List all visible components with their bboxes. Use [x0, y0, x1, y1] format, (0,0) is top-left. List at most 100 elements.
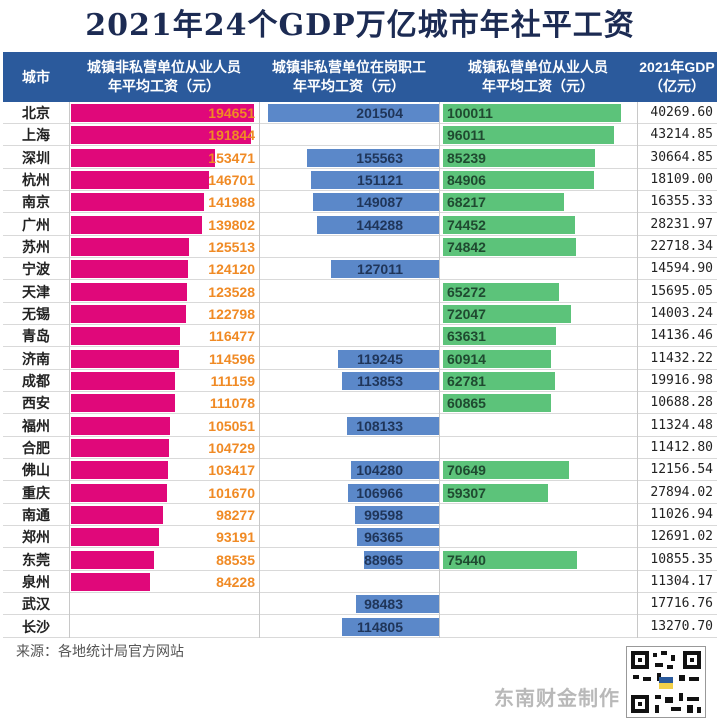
table-row: 泉州 84228 11304.17: [3, 571, 717, 593]
gdp-value: 15695.05: [650, 283, 713, 299]
column-divider: [69, 102, 70, 638]
value-nonprivate-employee: 101670: [208, 484, 255, 501]
value-nonprivate-onpost: 108133: [356, 417, 403, 434]
bar-nonprivate-onpost: [307, 148, 439, 167]
value-private-employee: 96011: [447, 127, 486, 144]
table-row: 郑州 93191 96365 12691.02: [3, 526, 717, 549]
table-row: 重庆 101670 106966 59307 27894.02: [3, 482, 717, 504]
bar-private-employee: [443, 215, 576, 234]
value-private-employee: 60865: [447, 395, 486, 412]
bar-nonprivate-employee: [71, 126, 252, 145]
gdp-value: 11432.22: [650, 350, 713, 366]
bar-nonprivate-employee: [71, 483, 167, 502]
gdp-value: 14003.24: [650, 305, 713, 321]
bar-nonprivate-employee: [71, 282, 188, 301]
city-label: 苏州: [22, 238, 50, 255]
city-label: 西安: [22, 395, 50, 412]
value-nonprivate-employee: 124120: [208, 261, 255, 278]
value-nonprivate-employee: 146701: [208, 171, 255, 188]
table-row: 南京 141988 149087 68217 16355.33: [3, 191, 717, 214]
bar-nonprivate-onpost: [348, 483, 439, 502]
bar-private-employee: [443, 394, 552, 413]
city-label: 济南: [22, 350, 50, 367]
value-nonprivate-employee: 98277: [216, 506, 255, 523]
chart-title: 2021年24个GDP万亿城市年社平工资: [85, 8, 635, 43]
bar-nonprivate-onpost: [363, 550, 439, 569]
value-private-employee: 65272: [447, 283, 486, 300]
bar-nonprivate-onpost: [331, 260, 439, 279]
value-private-employee: 72047: [447, 305, 486, 322]
value-private-employee: 59307: [447, 484, 486, 501]
city-label: 杭州: [22, 171, 50, 188]
bar-nonprivate-employee: [71, 104, 254, 122]
city-label: 福州: [22, 417, 50, 434]
gdp-value: 22718.34: [650, 238, 713, 254]
city-label: 无锡: [22, 305, 50, 322]
bar-nonprivate-employee: [71, 572, 151, 591]
value-private-employee: 70649: [447, 462, 486, 479]
value-nonprivate-employee: 125513: [208, 238, 255, 255]
value-nonprivate-onpost: 106966: [356, 484, 403, 501]
value-nonprivate-onpost: 201504: [356, 105, 403, 121]
bar-nonprivate-employee: [71, 260, 188, 279]
header-col2: 城镇非私营单位在岗职工 年平均工资（元）: [272, 59, 426, 94]
bar-nonprivate-onpost: [341, 617, 439, 636]
city-label: 重庆: [22, 484, 50, 501]
value-private-employee: 85239: [447, 149, 486, 166]
value-nonprivate-employee: 111159: [210, 372, 255, 389]
value-nonprivate-onpost: 127011: [357, 261, 403, 278]
value-nonprivate-employee: 191844: [208, 127, 255, 144]
value-nonprivate-employee: 111078: [209, 395, 255, 412]
bar-nonprivate-employee: [71, 193, 205, 212]
value-nonprivate-onpost: 155563: [356, 149, 403, 166]
city-label: 北京: [22, 105, 50, 121]
bar-private-employee: [443, 304, 572, 323]
value-nonprivate-employee: 116477: [209, 328, 255, 345]
bar-nonprivate-employee: [71, 438, 170, 457]
bar-nonprivate-employee: [71, 505, 164, 524]
value-nonprivate-onpost: 119245: [357, 350, 403, 367]
bar-nonprivate-employee: [71, 327, 181, 346]
gdp-value: 40269.60: [650, 105, 713, 120]
bar-nonprivate-onpost: [268, 104, 439, 122]
city-label: 成都: [22, 372, 50, 389]
value-nonprivate-employee: 123528: [208, 283, 255, 300]
bar-nonprivate-onpost: [355, 595, 439, 614]
bar-private-employee: [443, 327, 557, 346]
table-row: 无锡 122798 72047 14003.24: [3, 303, 717, 325]
city-label: 青岛: [22, 328, 50, 345]
table-row: 长沙 114805 13270.70: [3, 616, 717, 638]
value-nonprivate-onpost: 151121: [357, 171, 403, 188]
gdp-value: 17716.76: [650, 596, 713, 612]
table-row: 东莞 88535 88965 75440 10855.35: [3, 549, 717, 571]
table-row: 上海 191844 96011 43214.85: [3, 124, 717, 147]
table-row: 南通 98277 99598 11026.94: [3, 504, 717, 526]
gdp-value: 11324.48: [650, 417, 713, 433]
header-col3: 城镇私营单位从业人员 年平均工资（元）: [468, 59, 608, 94]
gdp-value: 18109.00: [650, 171, 713, 187]
city-label: 泉州: [22, 573, 50, 590]
gdp-value: 14136.46: [650, 328, 713, 344]
city-label: 南通: [22, 506, 50, 523]
city-label: 广州: [22, 216, 50, 233]
value-nonprivate-onpost: 98483: [364, 596, 403, 613]
gdp-value: 11304.17: [650, 573, 713, 589]
gdp-value: 14594.90: [650, 261, 713, 277]
bar-nonprivate-employee: [71, 349, 179, 368]
gdp-value: 16355.33: [650, 194, 713, 210]
value-nonprivate-employee: 93191: [216, 529, 255, 546]
table-row: 北京 194651 201504 100011 40269.60: [3, 102, 717, 124]
value-nonprivate-employee: 84228: [216, 573, 255, 590]
value-nonprivate-employee: 103417: [208, 462, 255, 479]
bar-nonprivate-onpost: [316, 215, 439, 234]
bar-private-employee: [443, 126, 614, 145]
column-divider: [439, 102, 440, 638]
gdp-value: 30664.85: [650, 149, 713, 165]
bar-nonprivate-onpost: [347, 416, 439, 435]
value-nonprivate-employee: 104729: [208, 439, 255, 456]
qr-code-icon: [626, 646, 706, 718]
value-private-employee: 75440: [447, 551, 486, 568]
value-nonprivate-onpost: 99598: [364, 506, 403, 523]
table-row: 武汉 98483 17716.76: [3, 593, 717, 616]
bar-nonprivate-onpost: [350, 461, 439, 480]
